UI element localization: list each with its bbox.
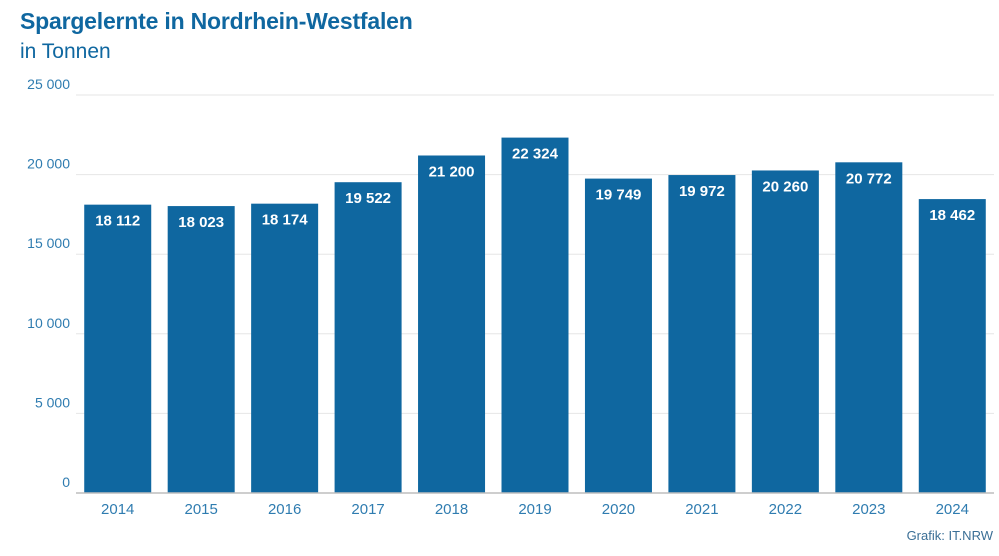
bar-value-label: 18 023 (178, 214, 224, 231)
chart-subtitle: in Tonnen (20, 40, 111, 63)
bar-value-label: 19 522 (345, 190, 391, 207)
bar-value-label: 19 749 (596, 187, 642, 204)
bar (918, 199, 986, 493)
bar (84, 204, 152, 493)
x-tick-label: 2017 (351, 501, 384, 518)
bar-value-label: 18 462 (929, 207, 975, 224)
y-tick-label: 15 000 (27, 235, 70, 251)
y-tick-label: 25 000 (27, 76, 70, 92)
x-tick-label: 2015 (184, 501, 217, 518)
bar (835, 162, 903, 493)
x-tick-label: 2023 (852, 501, 885, 518)
y-tick-label: 0 (62, 474, 70, 490)
x-tick-label: 2016 (268, 501, 301, 518)
bar (167, 206, 235, 493)
bar (501, 137, 569, 493)
source-note: Grafik: IT.NRW (906, 528, 993, 543)
y-tick-label: 20 000 (27, 156, 70, 172)
y-tick-label: 10 000 (27, 315, 70, 331)
bar (584, 178, 652, 493)
bar (418, 155, 486, 493)
chart-title: Spargelernte in Nordrhein-Westfalen (20, 8, 413, 34)
bar-value-label: 18 112 (95, 213, 140, 230)
bar (751, 170, 819, 493)
bar-value-label: 21 200 (429, 163, 475, 180)
x-tick-label: 2024 (936, 501, 969, 518)
bar-value-label: 19 972 (679, 183, 725, 200)
y-tick-label: 5 000 (35, 394, 70, 410)
bar-value-label: 22 324 (512, 146, 559, 163)
x-tick-label: 2022 (769, 501, 802, 518)
x-tick-label: 2018 (435, 501, 468, 518)
bar-value-label: 20 260 (762, 178, 808, 195)
bar (668, 175, 736, 493)
bar (334, 182, 402, 493)
x-tick-label: 2020 (602, 501, 635, 518)
x-tick-label: 2019 (518, 501, 551, 518)
bar-value-label: 18 174 (262, 212, 309, 229)
x-tick-label: 2014 (101, 501, 134, 518)
bar-value-label: 20 772 (846, 170, 892, 187)
bar (251, 203, 319, 493)
x-tick-label: 2021 (685, 501, 718, 518)
